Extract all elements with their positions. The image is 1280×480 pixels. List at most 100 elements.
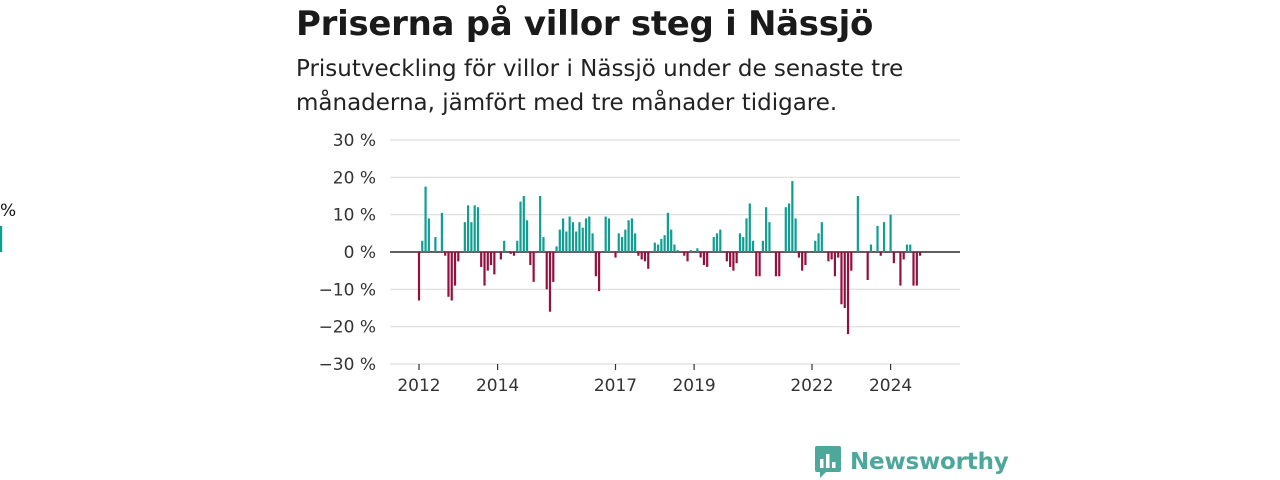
latest-value-label: 7 % [0,201,16,221]
bars [0,181,922,335]
bar [542,237,545,252]
bar [843,252,846,308]
y-tick-label: 20 % [333,168,376,188]
bar [656,244,660,252]
bar [735,252,738,264]
y-tick-label: −30 % [319,355,376,375]
x-tick-label: 2019 [672,376,715,396]
bar [519,201,522,252]
bar [493,252,496,275]
bar [463,222,466,252]
bar [774,252,778,277]
bar [915,252,918,286]
bar [624,229,627,252]
x-tick-label: 2024 [869,376,912,396]
x-tick-label: 2012 [397,376,440,396]
bar [787,203,791,252]
x-tick-label: 2017 [594,376,637,396]
bar [483,252,486,286]
y-tick-label: 0 % [344,243,376,263]
bar [689,250,692,252]
bar [745,218,748,252]
bar [421,240,424,252]
bar [784,207,787,252]
bar [571,222,575,252]
y-tick-label: −10 % [319,280,376,300]
chart-title: Priserna på villor steg i Nässjö [296,4,874,44]
bar [499,252,502,260]
bar [480,252,483,267]
bar [706,252,709,267]
bar [850,252,853,271]
bar [765,207,768,252]
bar [647,252,650,269]
bar [555,246,558,252]
bar [620,237,624,252]
bar [673,244,676,252]
bar [562,218,565,252]
bar [729,252,732,267]
bar [552,252,555,282]
bar [476,207,480,252]
bar [840,252,843,305]
bar [686,252,689,262]
bar [581,227,584,252]
bar [846,252,850,335]
bar [594,252,597,277]
bar [0,225,3,252]
bar [630,218,633,252]
bar [676,250,679,252]
bar [643,252,647,262]
bar [427,218,430,252]
bar [918,252,922,256]
bar [882,222,886,252]
bar [699,252,702,258]
bar [899,252,902,286]
bar [683,252,686,256]
bar [473,205,476,252]
bar [617,233,620,252]
bar [817,233,820,252]
bar [516,240,519,252]
bar [791,181,794,252]
bar [725,252,728,262]
bar [434,237,437,252]
annotations: 7 % [0,201,16,221]
bar [879,252,882,256]
bar [712,237,715,252]
bar [761,240,764,252]
bar [444,252,447,256]
bar [457,252,460,262]
bar [702,252,706,266]
bar [866,252,869,280]
y-tick-label: 10 % [333,206,376,226]
bar [539,196,542,252]
bar [607,218,611,252]
bar [489,252,493,266]
bar [814,240,817,252]
bar [663,235,666,252]
bar [525,220,529,252]
bar [909,244,912,252]
y-axis: 30 % 20 % 10 % 0 % −10 % −20 % −30 % [319,131,376,375]
bar [509,252,512,254]
bar [912,252,915,286]
bar [820,222,823,252]
bar [889,214,892,252]
bar [637,252,640,256]
bar [440,212,444,252]
bar [670,229,673,252]
bar [548,252,552,312]
bar [522,196,525,252]
bar [696,248,699,252]
bar [424,186,427,252]
bar [797,252,801,258]
bar [751,240,755,252]
bar [748,203,751,252]
bar [575,231,578,252]
bar [529,252,532,266]
x-tick-label: 2014 [476,376,519,396]
y-tick-label: −20 % [319,318,376,338]
bar [640,252,643,260]
bar [532,252,535,282]
